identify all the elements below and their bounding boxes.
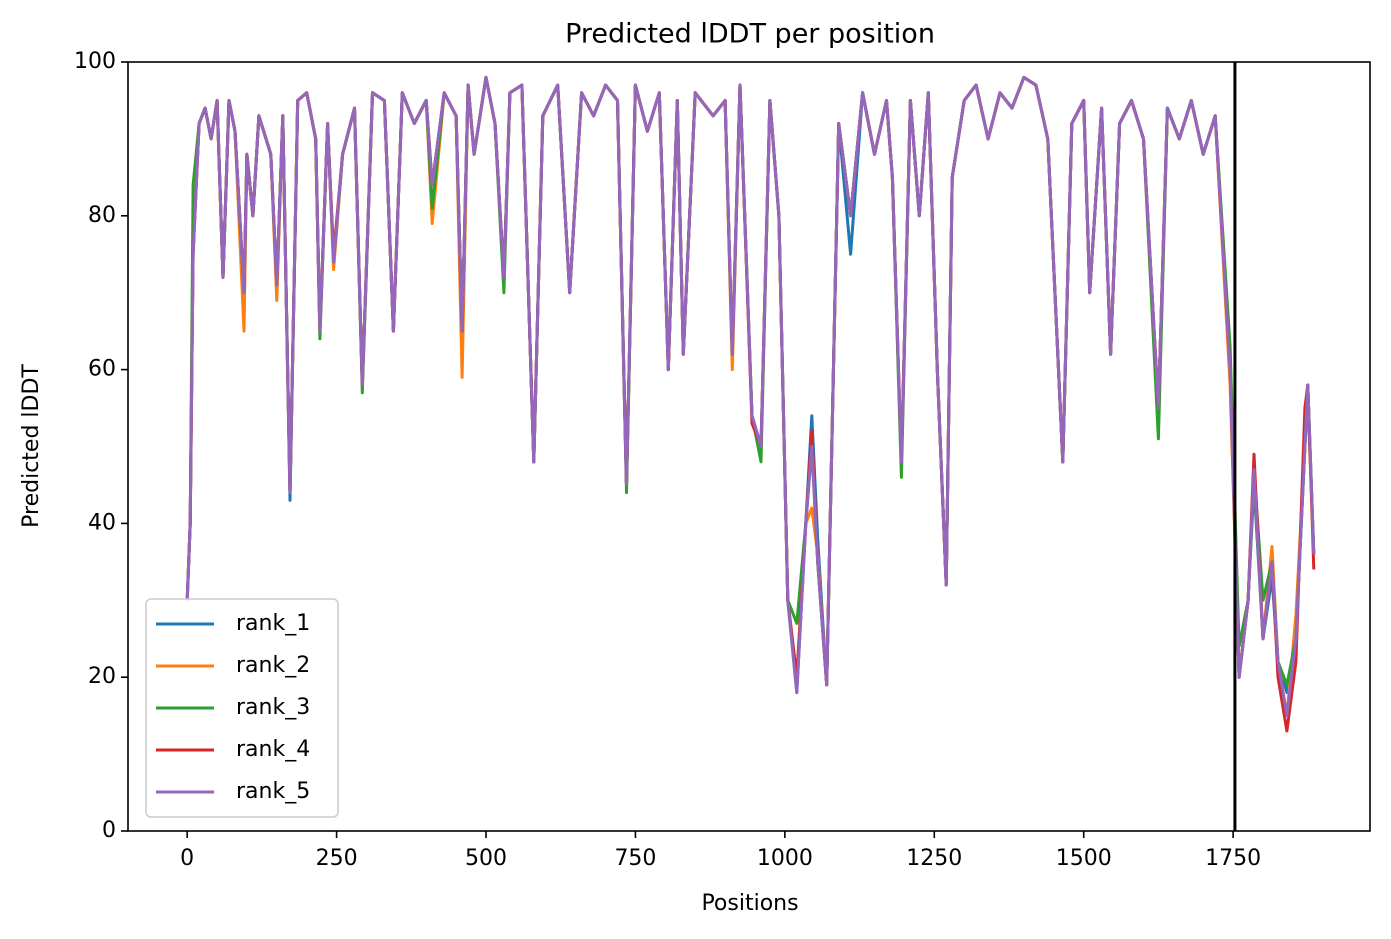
- legend-label: rank_1: [236, 611, 310, 636]
- series-line: [185, 75, 1316, 718]
- y-tick-label: 0: [102, 818, 116, 843]
- legend-label: rank_2: [236, 653, 310, 678]
- x-tick-label: 1000: [757, 846, 813, 871]
- y-tick-label: 20: [88, 664, 116, 689]
- legend-label: rank_3: [236, 695, 310, 720]
- y-tick-label: 100: [74, 49, 116, 74]
- chart-title: Predicted lDDT per position: [565, 19, 935, 50]
- x-tick-label: 1500: [1056, 846, 1112, 871]
- x-tick-label: 500: [465, 846, 507, 871]
- x-axis-label: Positions: [701, 891, 798, 916]
- legend-label: rank_5: [236, 779, 310, 804]
- y-tick-label: 80: [88, 203, 116, 228]
- x-tick-label: 750: [614, 846, 656, 871]
- y-tick-label: 60: [88, 357, 116, 382]
- x-tick-label: 250: [316, 846, 358, 871]
- legend-box: [145, 598, 339, 818]
- x-tick-label: 1250: [906, 846, 962, 871]
- x-tick-label: 1750: [1205, 846, 1261, 871]
- legend-label: rank_4: [236, 737, 310, 762]
- y-tick-label: 40: [88, 510, 116, 535]
- x-tick-label: 0: [180, 846, 194, 871]
- y-axis-label: Predicted lDDT: [19, 364, 44, 528]
- plot-frame: [127, 61, 1371, 832]
